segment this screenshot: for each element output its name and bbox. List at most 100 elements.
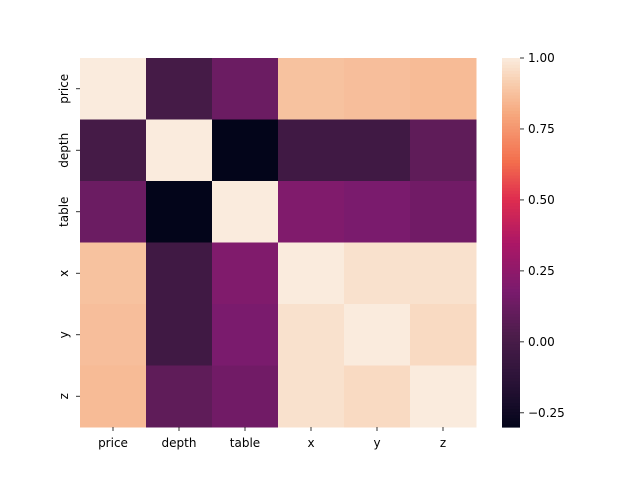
heatmap-cell-price-price bbox=[80, 58, 147, 120]
colorbar-segment bbox=[502, 300, 520, 305]
colorbar-segment bbox=[502, 177, 520, 182]
colorbar-segment bbox=[502, 187, 520, 191]
colorbar-segment bbox=[502, 224, 520, 228]
colorbar-segment bbox=[502, 202, 520, 207]
colorbar-segment bbox=[502, 184, 520, 188]
colorbar-segment bbox=[502, 264, 520, 268]
x-tick-label-depth: depth bbox=[162, 436, 197, 450]
colorbar-segment bbox=[502, 193, 520, 197]
colorbar-segment bbox=[502, 380, 520, 385]
heatmap-cell-depth-z bbox=[410, 119, 477, 182]
colorbar-segment bbox=[502, 205, 520, 210]
colorbar-segment bbox=[502, 285, 520, 290]
colorbar-segment bbox=[502, 337, 520, 342]
colorbar-segment bbox=[502, 101, 520, 105]
colorbar-segment bbox=[502, 377, 520, 382]
heatmap-cell-x-z bbox=[410, 242, 477, 305]
heatmap-cell-price-table bbox=[212, 58, 279, 120]
colorbar-segment bbox=[502, 402, 520, 407]
colorbar-segment bbox=[502, 396, 520, 400]
heatmap-cell-depth-price bbox=[80, 119, 147, 182]
colorbar-segment bbox=[502, 58, 520, 62]
colorbar-segment bbox=[502, 64, 520, 68]
colorbar-segment bbox=[502, 245, 520, 250]
heatmap-cell-table-price bbox=[80, 181, 147, 243]
colorbar-segment bbox=[502, 359, 520, 364]
heatmap-cell-x-depth bbox=[146, 242, 213, 305]
colorbar-segment bbox=[502, 399, 520, 403]
heatmap-cell-y-z bbox=[410, 304, 477, 366]
heatmap-cell-table-depth bbox=[146, 181, 213, 243]
colorbar-tick-label: 0.50 bbox=[528, 193, 555, 207]
colorbar-segment bbox=[502, 242, 520, 247]
colorbar-segment bbox=[502, 233, 520, 237]
colorbar-segment bbox=[502, 414, 520, 419]
heatmap-cell-x-x bbox=[278, 242, 345, 305]
heatmap-cell-depth-x bbox=[278, 119, 345, 182]
y-tick-label-depth: depth bbox=[57, 133, 71, 168]
y-tick-label-price: price bbox=[57, 74, 71, 104]
x-tick-label-table: table bbox=[230, 436, 260, 450]
heatmap-cell-x-table bbox=[212, 242, 279, 305]
colorbar-segment bbox=[502, 165, 520, 170]
colorbar-segment bbox=[502, 73, 520, 78]
colorbar-segment bbox=[502, 307, 520, 311]
colorbar-segment bbox=[502, 420, 520, 425]
y-tick-label-x: x bbox=[57, 270, 71, 277]
y-axis: price depth table x y z bbox=[57, 74, 80, 399]
colorbar-segment bbox=[502, 282, 520, 287]
colorbar-segment bbox=[502, 236, 520, 241]
heatmap-cell-price-x bbox=[278, 58, 345, 120]
colorbar-segment bbox=[502, 91, 520, 96]
heatmap-cells bbox=[80, 58, 477, 428]
colorbar-segment bbox=[502, 137, 520, 142]
y-tick-label-table: table bbox=[57, 197, 71, 227]
colorbar-segment bbox=[502, 76, 520, 81]
colorbar-segment bbox=[502, 174, 520, 179]
colorbar-segment bbox=[502, 67, 520, 71]
heatmap-cell-depth-depth bbox=[146, 119, 213, 182]
colorbar-segment bbox=[502, 119, 520, 124]
colorbar-segment bbox=[502, 343, 520, 348]
colorbar-segment bbox=[502, 405, 520, 410]
y-tick-label-z: z bbox=[57, 393, 71, 399]
colorbar-segment bbox=[502, 217, 520, 222]
colorbar-segment bbox=[502, 294, 520, 299]
colorbar-segment bbox=[502, 248, 520, 253]
colorbar-segment bbox=[502, 196, 520, 201]
colorbar-segment bbox=[502, 85, 520, 90]
colorbar-segment bbox=[502, 322, 520, 327]
heatmap-cell-z-price bbox=[80, 365, 147, 428]
y-tick-label-y: y bbox=[57, 331, 71, 338]
x-tick-label-z: z bbox=[440, 436, 446, 450]
colorbar-segment bbox=[502, 331, 520, 336]
colorbar-segment bbox=[502, 171, 520, 176]
colorbar-segment bbox=[502, 208, 520, 213]
colorbar-tick-label: 0.00 bbox=[528, 335, 555, 349]
heatmap-cell-y-table bbox=[212, 304, 279, 366]
colorbar-tick-label: −0.25 bbox=[528, 406, 565, 420]
colorbar-segment bbox=[502, 383, 520, 388]
heatmap-cell-y-x bbox=[278, 304, 345, 366]
colorbar-segment bbox=[502, 288, 520, 293]
colorbar-segment bbox=[502, 125, 520, 130]
heatmap-cell-x-price bbox=[80, 242, 147, 305]
colorbar-segment bbox=[502, 113, 520, 118]
colorbar-segment bbox=[502, 340, 520, 345]
colorbar-segment bbox=[502, 122, 520, 127]
colorbar-segment bbox=[502, 334, 520, 339]
colorbar-segment bbox=[502, 328, 520, 333]
colorbar-segment bbox=[502, 276, 520, 280]
colorbar-segment bbox=[502, 374, 520, 379]
colorbar-segment bbox=[502, 279, 520, 284]
colorbar-tick-label: 1.00 bbox=[528, 51, 555, 65]
colorbar-segment bbox=[502, 88, 520, 93]
colorbar-segment bbox=[502, 291, 520, 296]
colorbar-segment bbox=[502, 297, 520, 302]
colorbar-segment bbox=[502, 199, 520, 204]
colorbar-segment bbox=[502, 254, 520, 259]
colorbar-segment bbox=[502, 181, 520, 185]
colorbar-segment bbox=[502, 325, 520, 330]
colorbar-segment bbox=[502, 131, 520, 136]
colorbar-segment bbox=[502, 257, 520, 262]
